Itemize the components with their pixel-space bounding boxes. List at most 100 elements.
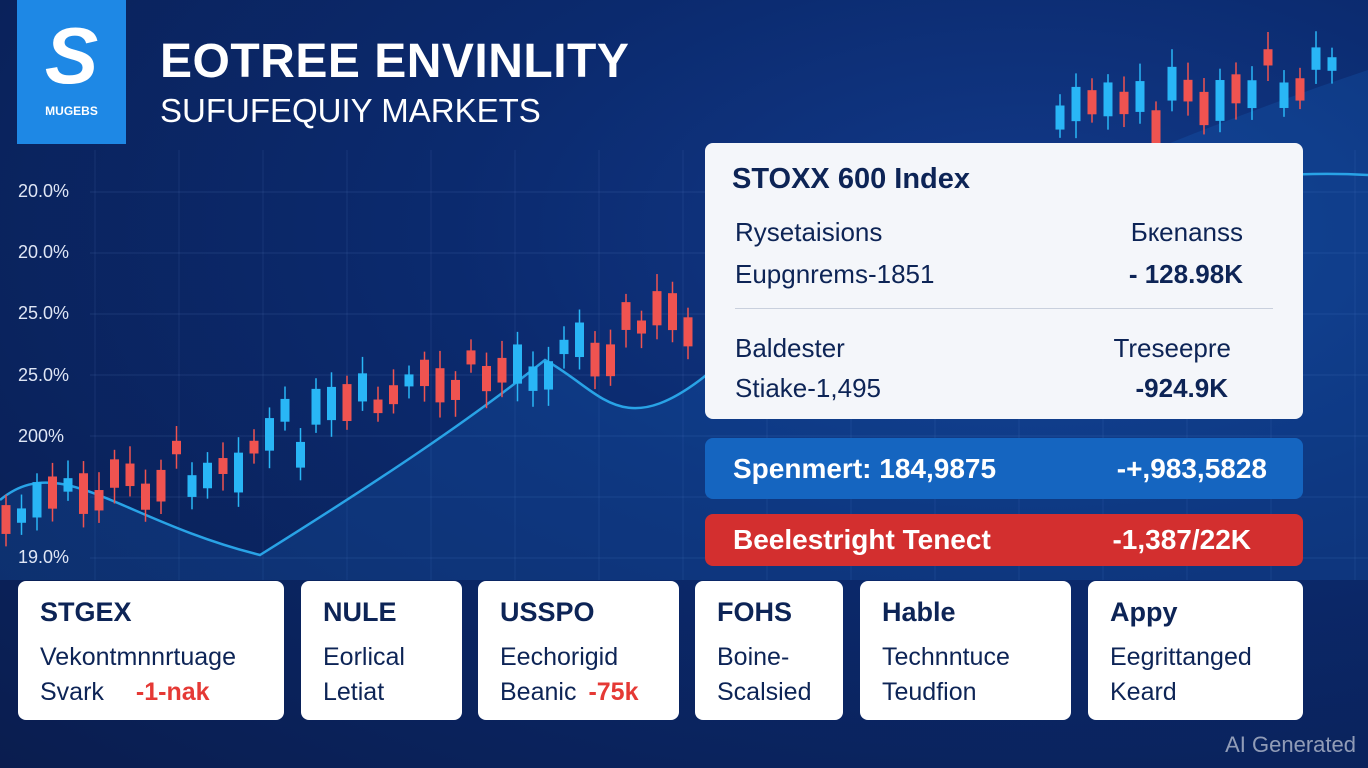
- logo-mark: S: [44, 11, 99, 100]
- candle-body: [327, 386, 336, 421]
- card-title: Hable: [882, 597, 956, 627]
- card-line: Boine-: [717, 643, 790, 671]
- row-value: -924.9K: [1135, 373, 1229, 403]
- axis-label: 200%: [18, 426, 65, 446]
- candle-body: [621, 302, 631, 330]
- candle-body: [1279, 82, 1289, 108]
- candle-body: [79, 473, 88, 514]
- banner: Spenmert: 184,9875 -+,983,5828: [705, 438, 1303, 499]
- candle-body: [1199, 91, 1209, 126]
- card-title: FOHS: [717, 597, 793, 627]
- candle-body: [63, 478, 73, 492]
- candle-body: [683, 317, 693, 347]
- card: STGEX Vekontmnnrtuage Svark -1-nak: [18, 581, 284, 720]
- candle-body: [187, 475, 197, 497]
- candle-body: [1215, 80, 1225, 121]
- candle-body: [156, 469, 166, 502]
- candle-body: [234, 452, 243, 493]
- card-title: Appy: [1110, 597, 1178, 627]
- row-label: Baldester: [735, 333, 845, 363]
- card: Hable Technntuce Teudfion: [860, 581, 1071, 720]
- candle-body: [32, 482, 42, 518]
- logo: S MUGEBS: [17, 0, 126, 144]
- candle-body: [1263, 49, 1273, 66]
- card: Appy Eegrittanged Keard: [1088, 581, 1303, 720]
- card: NULE Eorlical Letiat: [301, 581, 462, 720]
- banner-label: Beelestright Tenect: [733, 524, 991, 555]
- banner: Beelestright Tenect -1,387/22K: [705, 514, 1303, 566]
- card-line: Eechorigid: [500, 643, 619, 671]
- candle-body: [513, 344, 522, 384]
- candle-body: [110, 459, 119, 488]
- candle-body: [141, 483, 150, 510]
- candle-body: [606, 344, 615, 377]
- card-highlight: -1-nak: [135, 678, 210, 706]
- candle-body: [1087, 90, 1097, 115]
- candle-body: [1183, 79, 1193, 102]
- candle-body: [48, 476, 57, 509]
- index-panel: STOXX 600 Index Rysetaisions Eupgnrems-1…: [705, 143, 1303, 419]
- candle-body: [1151, 110, 1161, 147]
- axis-label: 25.0%: [18, 303, 70, 323]
- candle-body: [1, 505, 11, 534]
- candle-body: [218, 458, 228, 474]
- candle-body: [637, 320, 646, 334]
- candle-body: [466, 350, 476, 365]
- candle-body: [94, 490, 104, 511]
- card-title: USSPO: [500, 597, 595, 627]
- divider: [735, 308, 1273, 309]
- banner-value: -1,387/22K: [1112, 524, 1251, 555]
- watermark: AI Generated: [1225, 732, 1356, 757]
- card: FOHS Boine- Scalsied: [695, 581, 843, 720]
- card-line: Scalsied: [717, 678, 812, 706]
- candle-body: [420, 359, 429, 387]
- candle-body: [575, 322, 584, 358]
- logo-text: MUGEBS: [45, 104, 98, 118]
- banner-label: Spenmert: 184,9875: [733, 452, 997, 484]
- card-highlight: -75k: [588, 678, 639, 706]
- card: USSPO Eechorigid Beanic -75k: [478, 581, 679, 720]
- row-label: Rysetaisions: [735, 217, 883, 247]
- candle-body: [451, 379, 460, 400]
- candle-body: [1055, 105, 1065, 130]
- candle-body: [482, 365, 491, 392]
- axis-label: 20.0%: [18, 181, 70, 201]
- banner-value: -+,983,5828: [1116, 452, 1267, 484]
- axis-label: 20.0%: [18, 242, 70, 262]
- subtitle: SUFUFEQUIY MARKETS: [160, 92, 541, 129]
- candle-body: [404, 374, 414, 387]
- candle-body: [1103, 82, 1113, 117]
- card-line: Letiat: [323, 678, 385, 706]
- candle-body: [172, 440, 181, 455]
- candle-body: [1311, 47, 1321, 70]
- candle-body: [125, 463, 135, 487]
- candle-body: [652, 291, 662, 326]
- card-line: Technntuce: [882, 643, 1010, 671]
- panel-title: STOXX 600 Index: [732, 163, 971, 195]
- candle-body: [280, 398, 290, 422]
- candle-body: [1167, 66, 1177, 101]
- card-line: Teudfion: [882, 678, 977, 706]
- candle-body: [497, 357, 507, 383]
- card-line: Vekontmnnrtuage: [40, 643, 236, 671]
- card-line: Eorlical: [323, 643, 405, 671]
- card-title: STGEX: [40, 597, 132, 627]
- candle-body: [1119, 91, 1129, 115]
- candle-body: [342, 384, 352, 422]
- candle-body: [668, 293, 677, 331]
- candle-body: [1071, 86, 1081, 122]
- candle-body: [389, 385, 398, 405]
- candle-body: [528, 366, 538, 391]
- card-line: Beanic: [500, 678, 577, 706]
- candle-body: [1327, 57, 1337, 71]
- candle-body: [358, 373, 367, 402]
- card-line: Keard: [1110, 678, 1177, 706]
- card-line: Eegrittanged: [1110, 643, 1252, 671]
- candle-body: [590, 342, 600, 377]
- axis-label: 19.0%: [18, 547, 70, 567]
- candle-body: [435, 368, 445, 403]
- card-title: NULE: [323, 597, 397, 627]
- candle-body: [1295, 78, 1305, 101]
- candle-body: [1135, 81, 1145, 112]
